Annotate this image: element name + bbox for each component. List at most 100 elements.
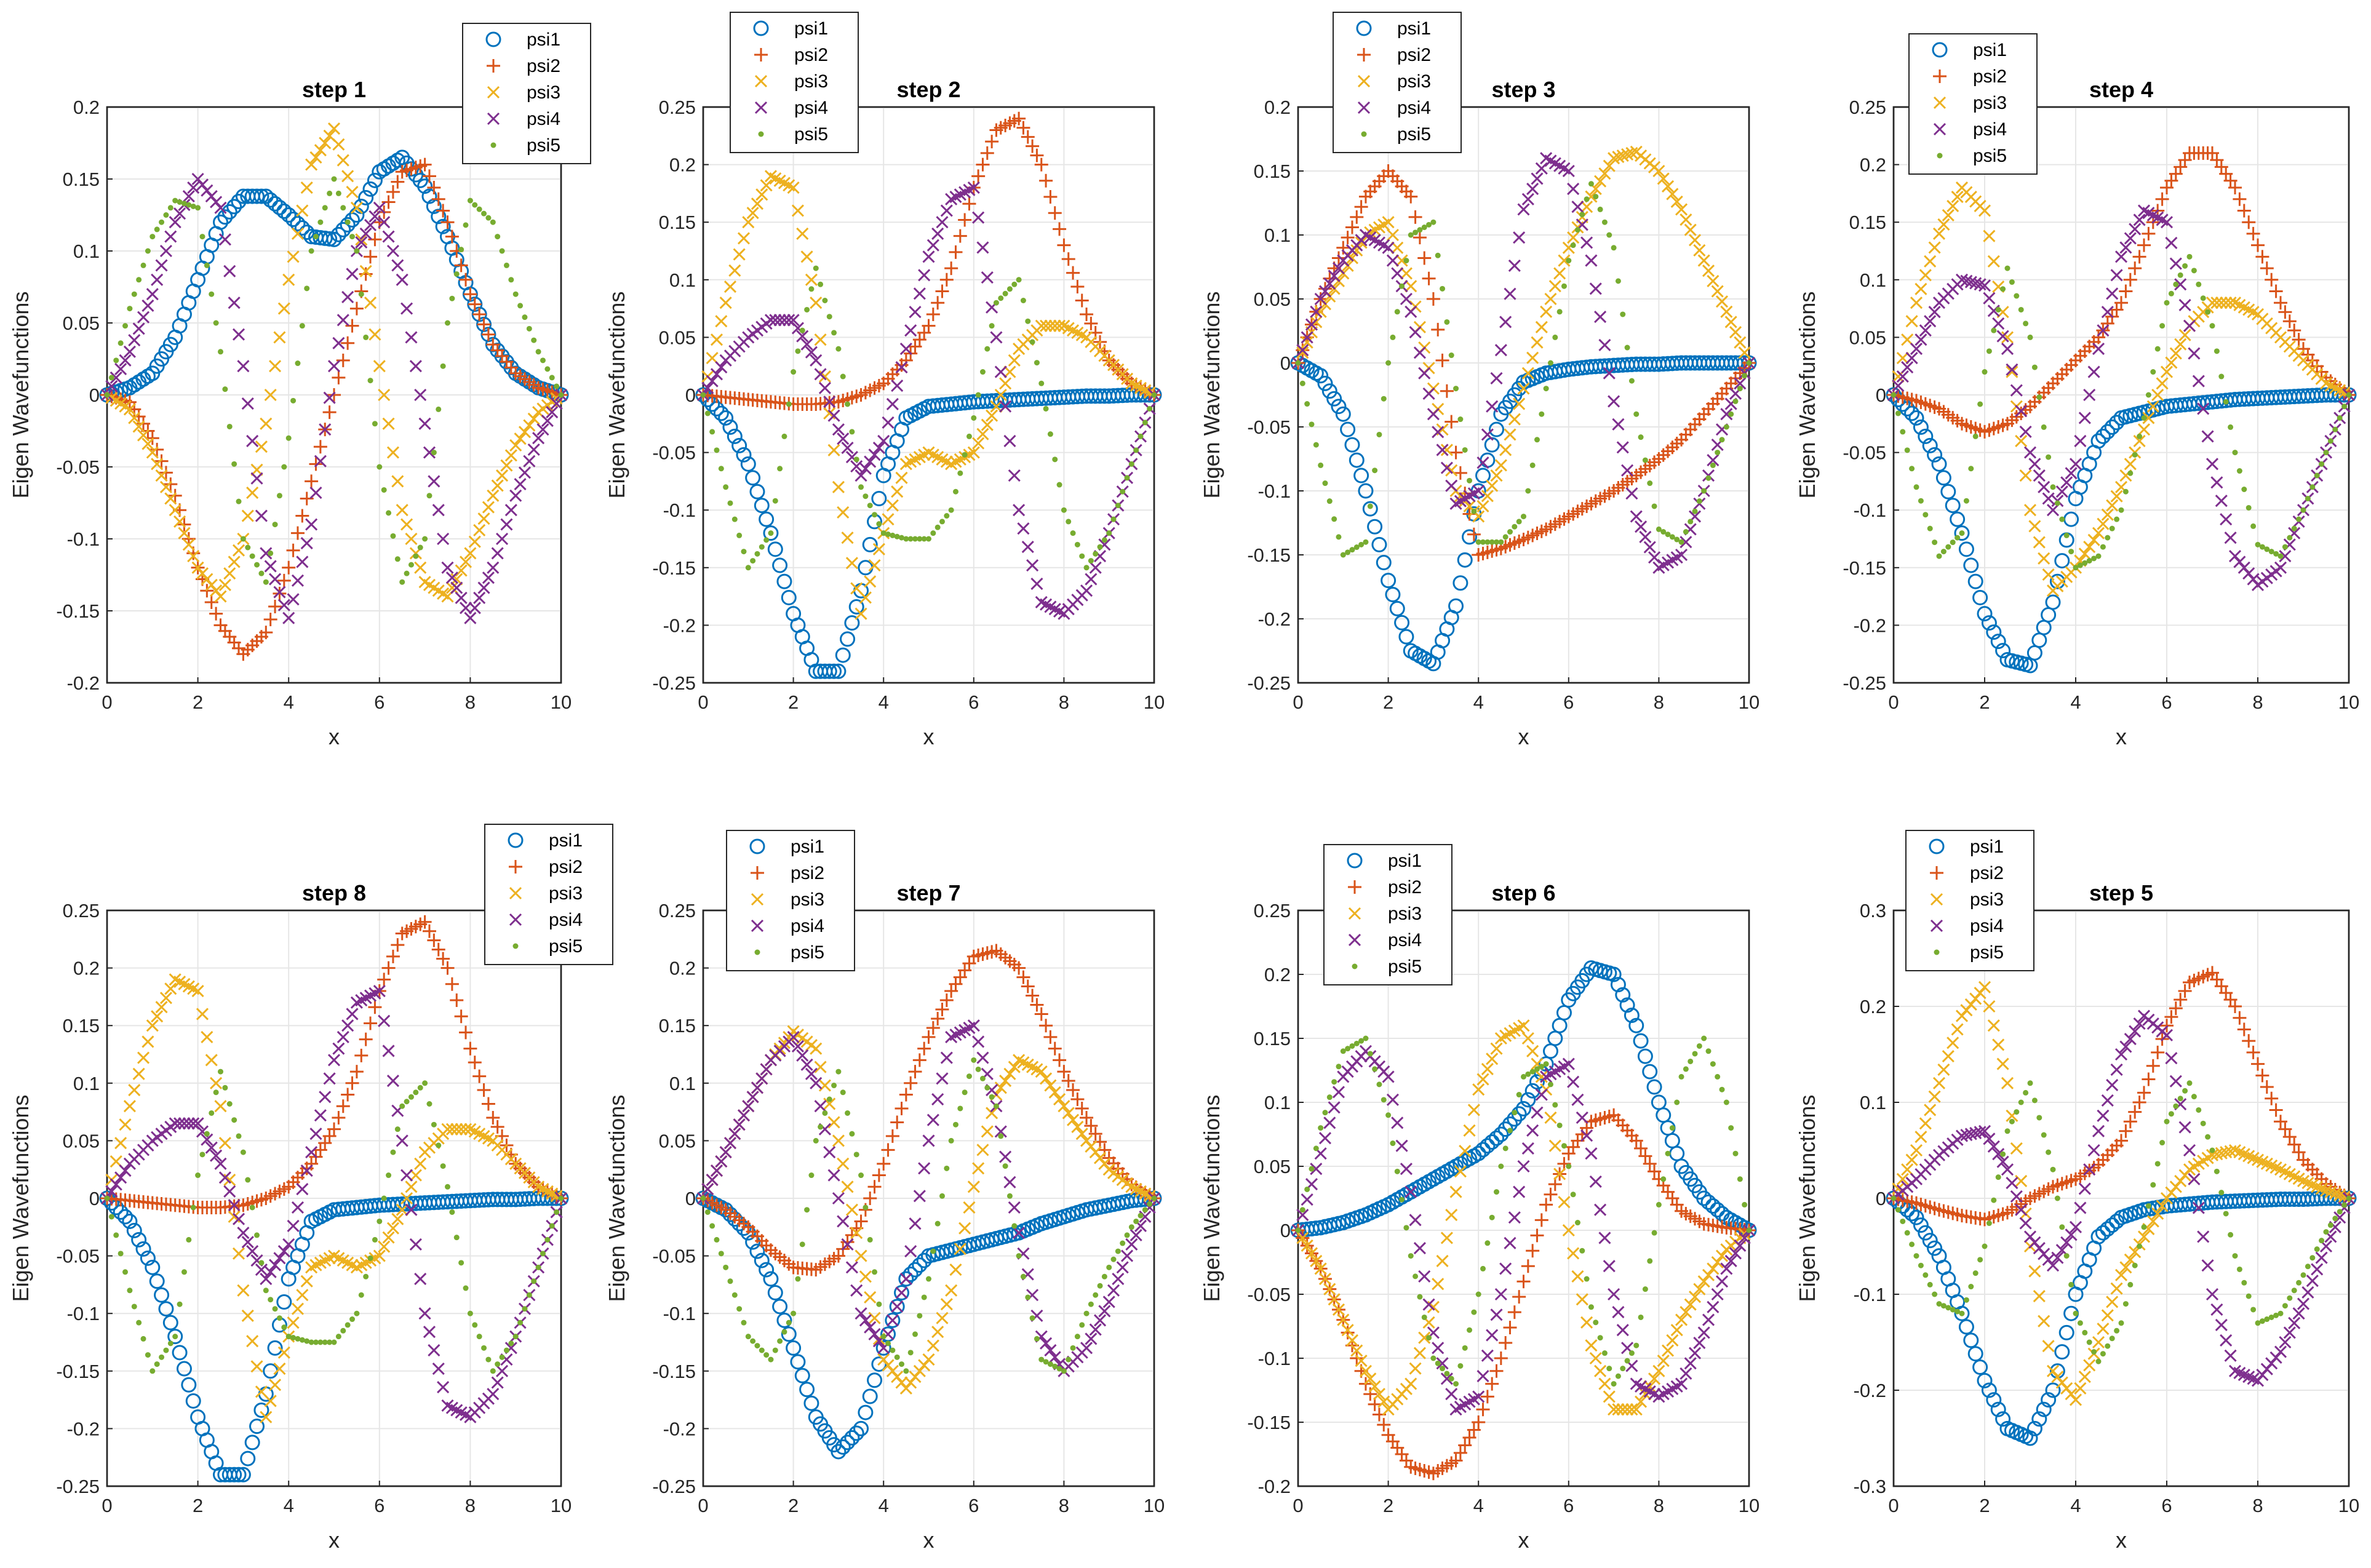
data-point-psi4	[264, 1265, 277, 1278]
data-point-psi4	[2038, 480, 2050, 493]
data-point-psi5	[1147, 405, 1153, 412]
data-point-psi5	[526, 1292, 532, 1298]
data-point-psi4	[541, 415, 554, 428]
data-point-psi5	[1345, 1046, 1351, 1052]
data-point-psi5	[458, 1260, 464, 1266]
data-point-psi3	[305, 158, 318, 171]
data-point-psi5	[934, 1220, 941, 1227]
data-point-psi3	[981, 418, 994, 431]
data-point-psi5	[535, 1264, 541, 1270]
data-point-psi5	[1326, 1094, 1333, 1100]
data-point-psi5	[1547, 360, 1553, 366]
data-point-psi5	[2031, 364, 2038, 370]
data-point-psi3	[396, 1203, 408, 1216]
data-point-psi5	[404, 570, 410, 576]
data-point-psi5	[213, 1089, 219, 1096]
data-point-psi5	[2232, 1253, 2238, 1259]
data-point-psi3	[300, 181, 313, 194]
data-point-psi5	[2277, 553, 2284, 559]
data-point-psi1	[786, 1340, 802, 1356]
data-point-psi3	[187, 550, 200, 563]
data-point-psi3	[1983, 1000, 1996, 1013]
data-point-psi4	[931, 227, 944, 240]
data-point-psi3	[755, 188, 768, 201]
data-point-psi2	[440, 215, 455, 229]
data-point-psi5	[1642, 457, 1648, 463]
data-point-psi5	[1683, 1066, 1689, 1072]
data-point-psi5	[993, 300, 999, 306]
data-point-psi2	[949, 245, 963, 259]
data-point-psi3	[958, 1222, 971, 1235]
data-point-psi4	[2033, 469, 2046, 482]
y-tick-label: -0.15	[652, 557, 696, 579]
data-point-psi5	[281, 464, 287, 470]
data-point-psi5	[2082, 1329, 2088, 1335]
data-point-psi3	[309, 151, 322, 164]
data-point-psi3	[823, 1097, 836, 1110]
data-point-psi4	[1332, 262, 1345, 275]
data-point-psi4	[810, 1077, 823, 1089]
data-point-psi1	[772, 557, 788, 573]
legend-marker-psi1	[1356, 20, 1372, 36]
data-point-psi2	[459, 1025, 473, 1040]
data-point-psi4	[437, 1380, 450, 1394]
data-point-psi4	[1734, 377, 1747, 390]
data-point-psi5	[458, 247, 464, 253]
data-point-psi5	[1715, 1073, 1721, 1080]
legend-label: psi4	[1397, 98, 1431, 118]
data-point-psi4	[1526, 1124, 1539, 1137]
data-point-psi3	[1697, 1275, 1710, 1288]
data-point-psi4	[2178, 1121, 2191, 1134]
data-point-psi1	[1950, 511, 1966, 527]
data-point-psi1	[2095, 1225, 2111, 1241]
y-tick-label: 0.05	[659, 1130, 696, 1152]
y-tick-label: 0.2	[1264, 97, 1291, 118]
data-point-psi5	[2191, 1094, 2197, 1100]
data-point-psi2	[418, 157, 432, 172]
data-point-psi5	[1904, 447, 1910, 453]
data-point-psi3	[1040, 1072, 1053, 1085]
data-point-psi5	[1561, 283, 1567, 289]
data-point-psi5	[754, 1343, 760, 1349]
data-point-psi2	[1075, 1101, 1089, 1115]
data-point-psi5	[1742, 373, 1748, 379]
data-point-psi5	[781, 1329, 787, 1335]
legend-label: psi1	[527, 30, 560, 50]
data-point-psi3	[976, 428, 989, 440]
data-point-psi5	[1570, 1192, 1576, 1198]
data-point-psi2	[958, 963, 972, 977]
data-point-psi5	[1417, 227, 1423, 233]
data-point-psi3	[477, 512, 490, 525]
data-point-psi4	[1382, 241, 1395, 254]
data-point-psi5	[1480, 1265, 1486, 1272]
data-point-psi3	[1377, 1395, 1390, 1408]
data-point-psi4	[850, 460, 863, 473]
data-point-psi5	[394, 1126, 400, 1132]
data-point-psi4	[355, 236, 368, 249]
legend-marker-psi4	[751, 919, 764, 933]
data-point-psi5	[876, 1301, 882, 1307]
data-point-psi5	[759, 544, 765, 550]
data-point-psi5	[1475, 1291, 1481, 1297]
data-point-psi3	[1526, 1045, 1539, 1057]
data-point-psi4	[128, 334, 141, 347]
data-point-psi5	[709, 429, 715, 435]
data-point-psi2	[2137, 1086, 2151, 1100]
data-point-psi4	[832, 423, 845, 436]
data-point-psi4	[386, 244, 400, 258]
data-point-psi4	[1983, 292, 1996, 304]
data-point-psi4	[1427, 408, 1440, 421]
data-point-psi2	[1048, 206, 1062, 220]
data-point-psi5	[952, 488, 958, 495]
data-point-psi3	[1603, 1390, 1616, 1403]
data-point-psi4	[855, 1307, 867, 1320]
data-point-psi5	[136, 277, 142, 283]
data-point-psi5	[503, 262, 509, 268]
data-point-psi5	[1620, 1366, 1626, 1372]
x-tick-label: 6	[1563, 1495, 1574, 1516]
y-tick-label: 0.05	[1254, 1156, 1291, 1177]
data-point-psi4	[936, 1072, 949, 1085]
data-point-psi3	[2038, 1315, 2050, 1327]
data-point-psi4	[1720, 1262, 1733, 1275]
data-point-psi5	[1624, 1358, 1630, 1364]
